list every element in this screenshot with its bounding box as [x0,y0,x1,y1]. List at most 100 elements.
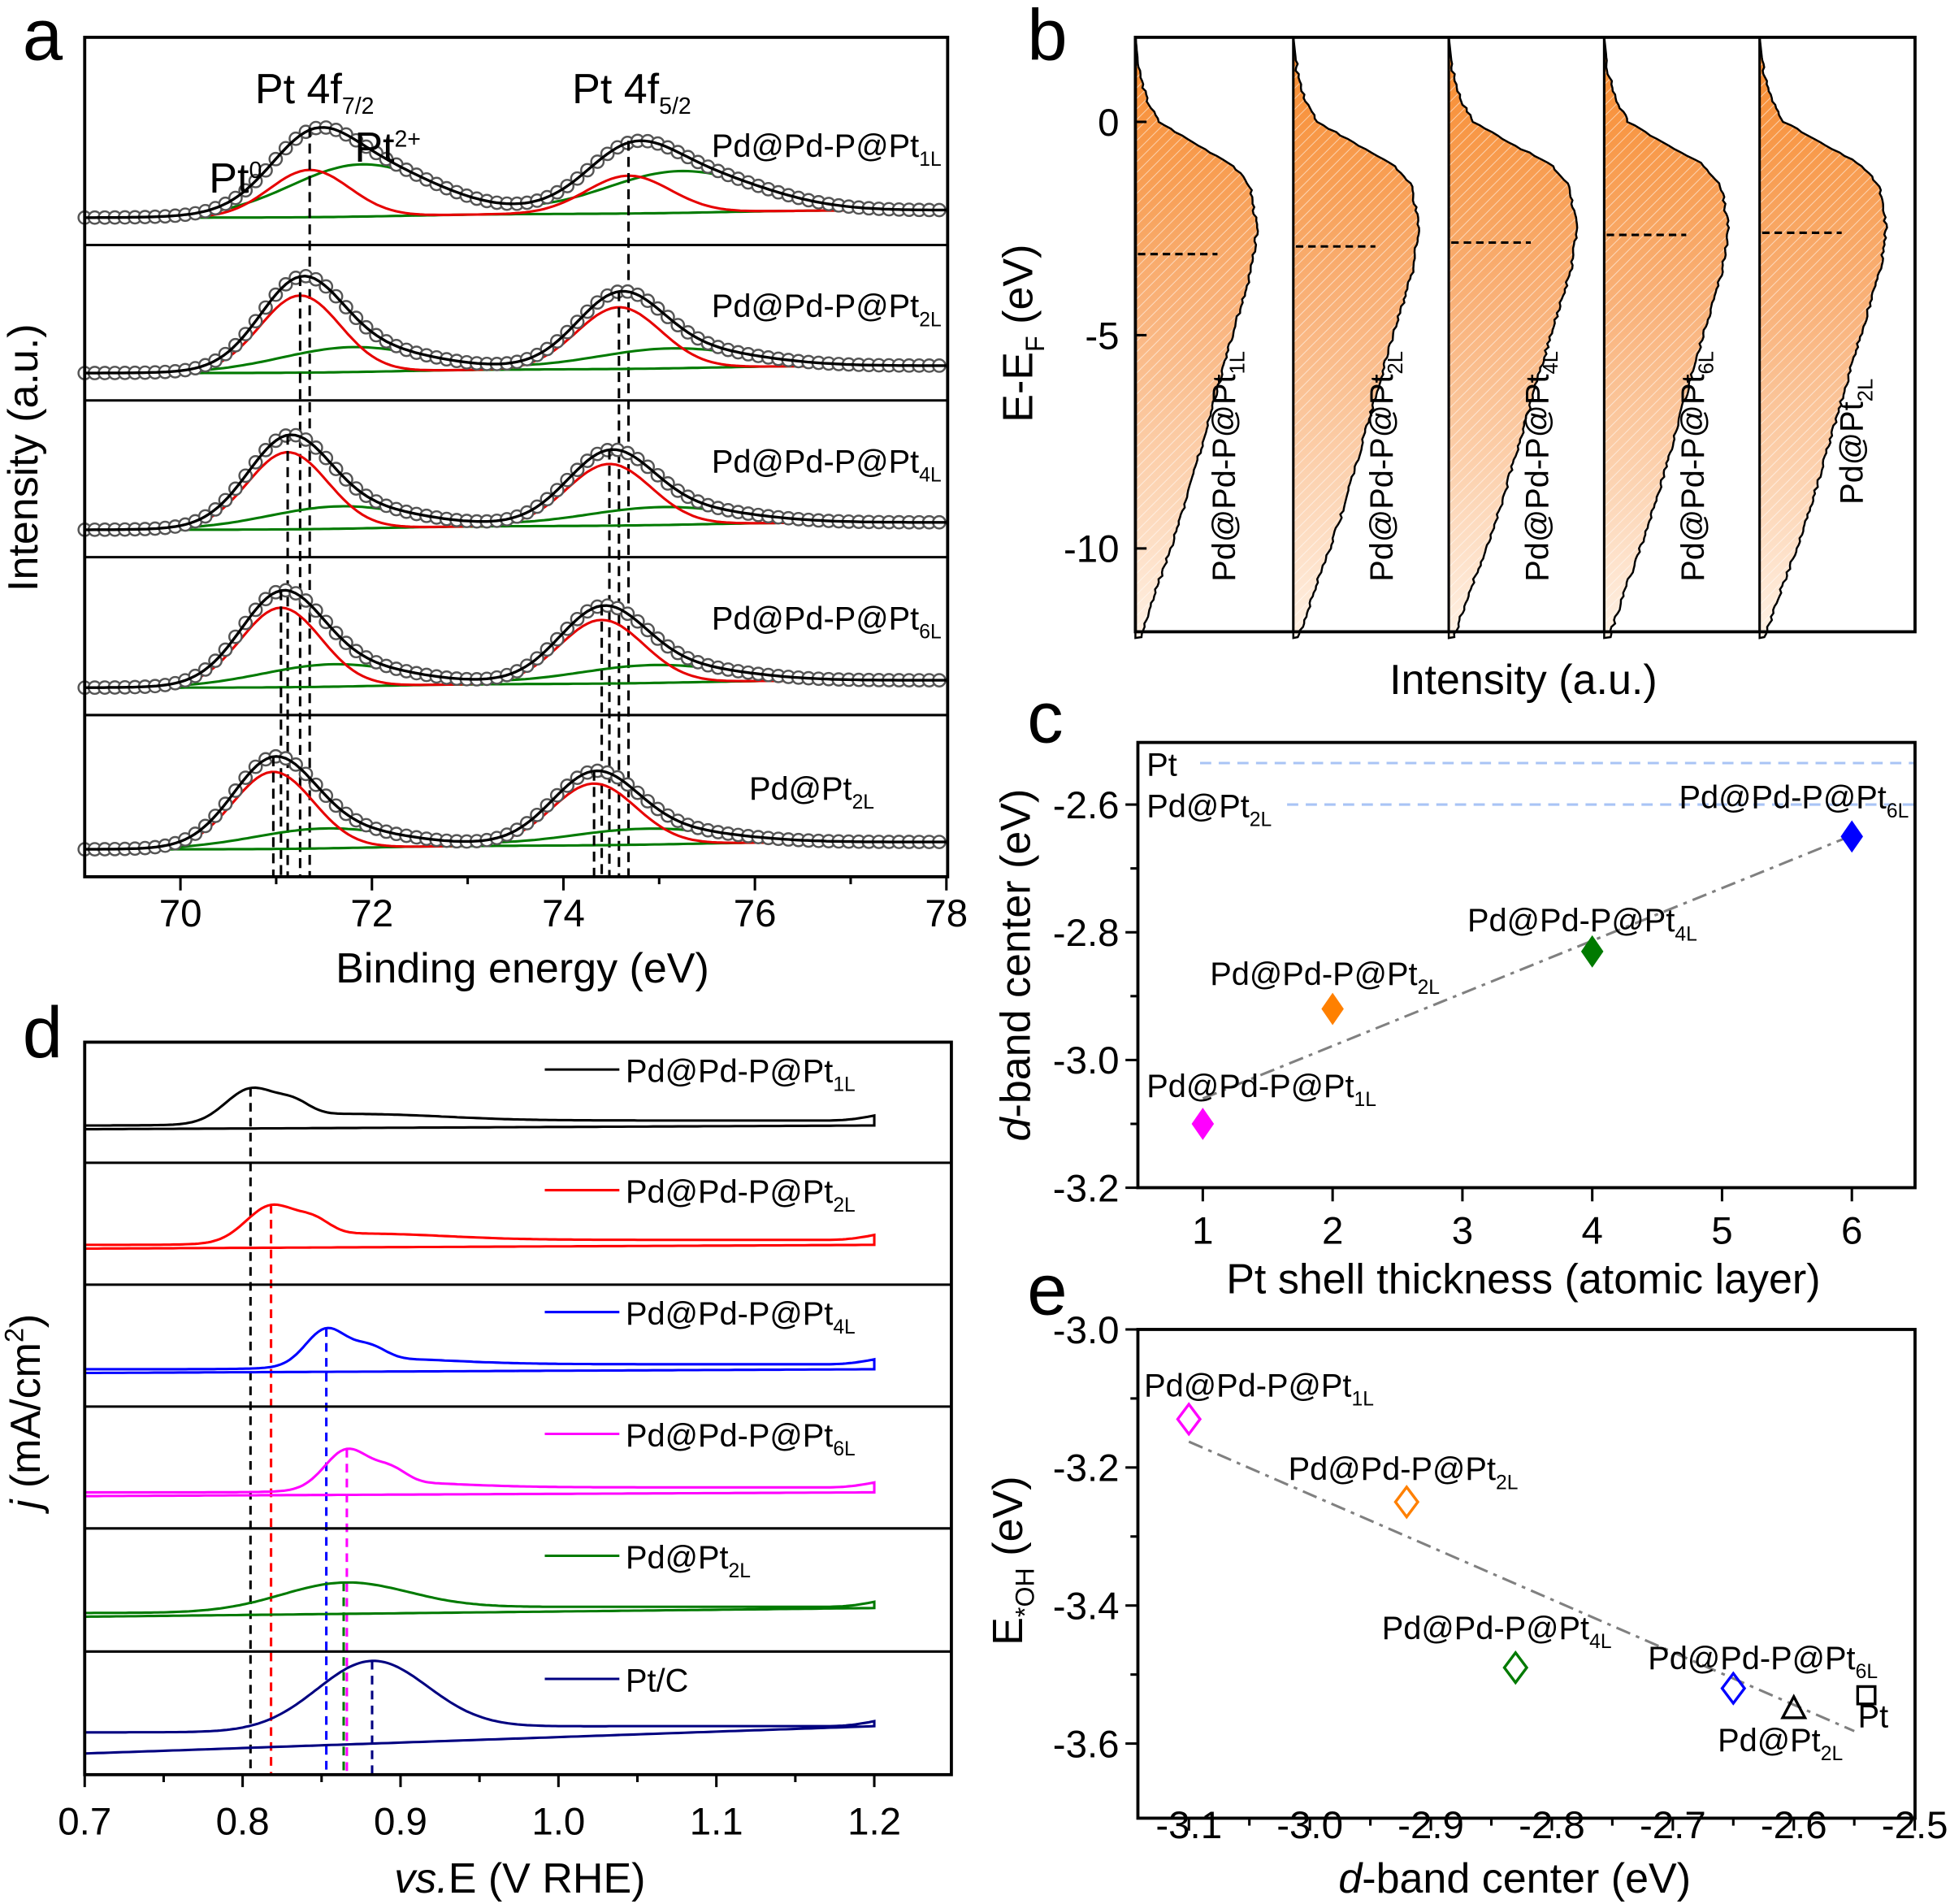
pt0-component-curve [84,168,947,219]
data-point-diamond-open [1176,1402,1202,1437]
panel-d-co-stripping: d Pd@Pd-P@Pt1L Pd@Pd-P@Pt2L Pd@Pd-P@Pt4L Pd@… [0,992,953,1902]
y-tick-label: -3.2 [1053,1447,1120,1490]
panel-b-dos: b Pd@Pd-P@Pt1L Pd@Pd-P@Pt2L Pd@Pd-P@Pt4L Pd@… [994,0,1917,704]
x-tick-label: 70 [159,892,202,935]
legend-label: Pd@Pd-P@Pt1L [626,1053,856,1095]
sample-label: Pd@Pd-P@Pt6L [1675,351,1718,582]
xps-spectrum-row [77,583,947,877]
panel-letter-b: b [1027,0,1067,75]
cv-curve [84,1581,876,1619]
panel-d-frame [83,1040,953,1776]
fit-envelope-curve [84,275,947,375]
sample-label: Pd@Pd-P@Pt4L [712,445,942,487]
data-point-diamond [1321,992,1344,1026]
sample-label: Pd@Pt2L [1835,379,1878,505]
peak-label-4f72: Pt 4f7/2 [255,66,375,119]
panel-letter-e: e [1027,1250,1067,1330]
legend-label: Pd@Pd-P@Pt2L [626,1174,856,1217]
x-axis-label: Pt shell thickness (atomic layer) [1226,1256,1820,1303]
y-axis-label: E-EF (eV) [994,245,1050,423]
sample-label: Pd@Pd-P@Pt1L [1207,351,1250,582]
y-tick-label: -3.6 [1053,1723,1120,1766]
x-tick-label: 3 [1452,1209,1473,1252]
xps-spectrum-row [77,268,947,877]
panel-b-frame [1133,35,1917,634]
reference-label: Pt [1146,747,1177,783]
point-label: Pd@Pd-P@Pt2L [1289,1451,1519,1494]
x-tick-label: 1.2 [847,1800,901,1843]
panel-letter-a: a [23,0,63,75]
data-point-diamond-open [1393,1485,1420,1520]
x-tick-label: -2.7 [1640,1804,1706,1847]
fit-line [1188,1440,1855,1733]
x-tick-label: 2 [1322,1209,1343,1252]
dos-outline [1758,36,1888,640]
x-tick-label: 1.1 [690,1800,743,1843]
cv-curve [84,1447,876,1498]
x-axis-label: Binding energy (eV) [336,945,709,992]
legend-label: Pd@Pd-P@Pt4L [626,1296,856,1338]
y-axis-label: j (mA/cm2) [0,1314,50,1514]
cv-curve [84,1203,876,1251]
panel-letter-c: c [1027,678,1063,758]
y-tick-label: -3.0 [1053,1309,1120,1352]
reference-label: Pd@Pt2L [1146,788,1272,831]
xps-spectrum-row [77,748,947,877]
x-tick-label: 0.8 [216,1800,270,1843]
x-tick-label: 74 [542,892,585,935]
dos-outline [1447,36,1579,640]
x-tick-label: 1 [1192,1209,1213,1252]
y-tick-label: -3.0 [1053,1039,1120,1082]
data-point-diamond-open [1720,1671,1747,1706]
y-tick-label: -3.4 [1053,1585,1120,1629]
fit-envelope-curve [84,755,947,851]
xps-spectrum-row [77,120,947,877]
x-tick-label: 4 [1581,1209,1602,1252]
cv-curve [84,1326,876,1375]
y-axis-label: d-band center (eV) [992,789,1039,1142]
point-label: Pd@Pd-P@Pt4L [1382,1611,1612,1653]
sample-label: Pd@Pd-P@Pt1L [712,128,942,171]
y-tick-label: -2.6 [1053,784,1120,827]
x-tick-label: -2.5 [1882,1804,1948,1847]
fit-line [1202,834,1852,1100]
data-point-diamond [1191,1108,1215,1140]
sample-label: Pd@Pd-P@Pt4L [1520,351,1563,582]
data-point-square-open [1856,1685,1877,1706]
point-label: Pt [1858,1699,1889,1735]
point-label: Pd@Pd-P@Pt6L [1679,780,1909,822]
panel-letter-d: d [23,992,63,1073]
x-tick-label: 72 [350,892,393,935]
x-tick-label: 78 [925,892,968,935]
legend-label: Pt/C [626,1663,688,1698]
x-tick-label: 0.7 [58,1800,111,1843]
panel-a-frame [83,35,950,878]
x-tick-label: 76 [734,892,777,935]
cv-curve [84,1086,876,1131]
fit-envelope-curve [84,588,947,689]
point-label: Pd@Pd-P@Pt1L [1144,1368,1374,1411]
panel-e-frame [1136,1328,1917,1820]
data-point-diamond [1580,935,1604,968]
y-tick-label: 0 [1098,102,1119,145]
dos-outline [1603,36,1731,640]
x-axis-label: d-band center (eV) [1338,1855,1691,1902]
fit-envelope-curve [84,126,947,219]
point-label: Pd@Pt2L [1718,1723,1843,1765]
x-tick-label: -2.6 [1761,1804,1827,1847]
pt2-label: Pt2+ [354,124,421,171]
data-point-diamond-open [1502,1650,1529,1685]
y-tick-label: -5 [1085,314,1119,358]
point-label: Pd@Pd-P@Pt1L [1146,1069,1376,1111]
legend-label: Pd@Pd-P@Pt6L [626,1418,856,1460]
panel-c-dband-vs-thickness: c Pt Pd@Pt2L Pd@Pd-P@Pt1L Pd@Pd-P@Pt2L Pd@Pd-… [992,678,1917,1303]
point-label: Pd@Pd-P@Pt2L [1210,956,1440,999]
y-axis-label: Intensity (a.u.) [0,323,47,592]
fit-envelope-curve [84,433,947,531]
legend-label: Pd@Pt2L [626,1540,751,1582]
data-point-diamond [1840,820,1863,853]
point-label: Pd@Pd-P@Pt6L [1648,1641,1878,1683]
x-tick-label: -2.8 [1519,1804,1585,1847]
y-tick-label: -10 [1064,528,1120,571]
